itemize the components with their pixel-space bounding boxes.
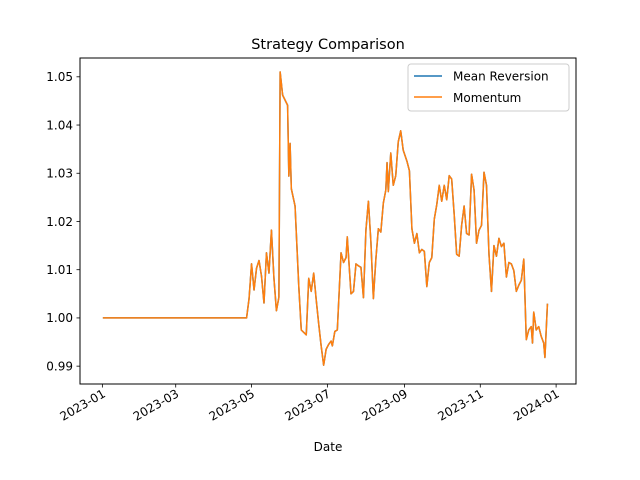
y-tick-label: 1.04 bbox=[46, 118, 73, 132]
chart-title: Strategy Comparison bbox=[251, 37, 405, 53]
y-tick-label: 0.99 bbox=[46, 359, 73, 373]
legend-box bbox=[407, 63, 570, 112]
y-axis: 0.99 1.00 1.01 1.02 1.03 1.04 1.05 bbox=[46, 70, 80, 373]
y-tick-label: 1.01 bbox=[46, 263, 73, 277]
y-tick-label: 1.05 bbox=[46, 70, 73, 84]
plot-area bbox=[102, 71, 549, 366]
axes-frame bbox=[79, 57, 577, 385]
legend: Mean Reversion Momentum bbox=[407, 63, 570, 112]
legend-label-mean-reversion: Mean Reversion bbox=[453, 70, 549, 84]
y-tick-label: 1.00 bbox=[46, 311, 73, 325]
series-line-momentum bbox=[102, 71, 549, 366]
legend-label-momentum: Momentum bbox=[453, 91, 521, 105]
y-tick-label: 1.03 bbox=[46, 167, 73, 181]
x-axis-label: Date bbox=[314, 440, 343, 454]
y-tick-label: 1.02 bbox=[46, 215, 73, 229]
